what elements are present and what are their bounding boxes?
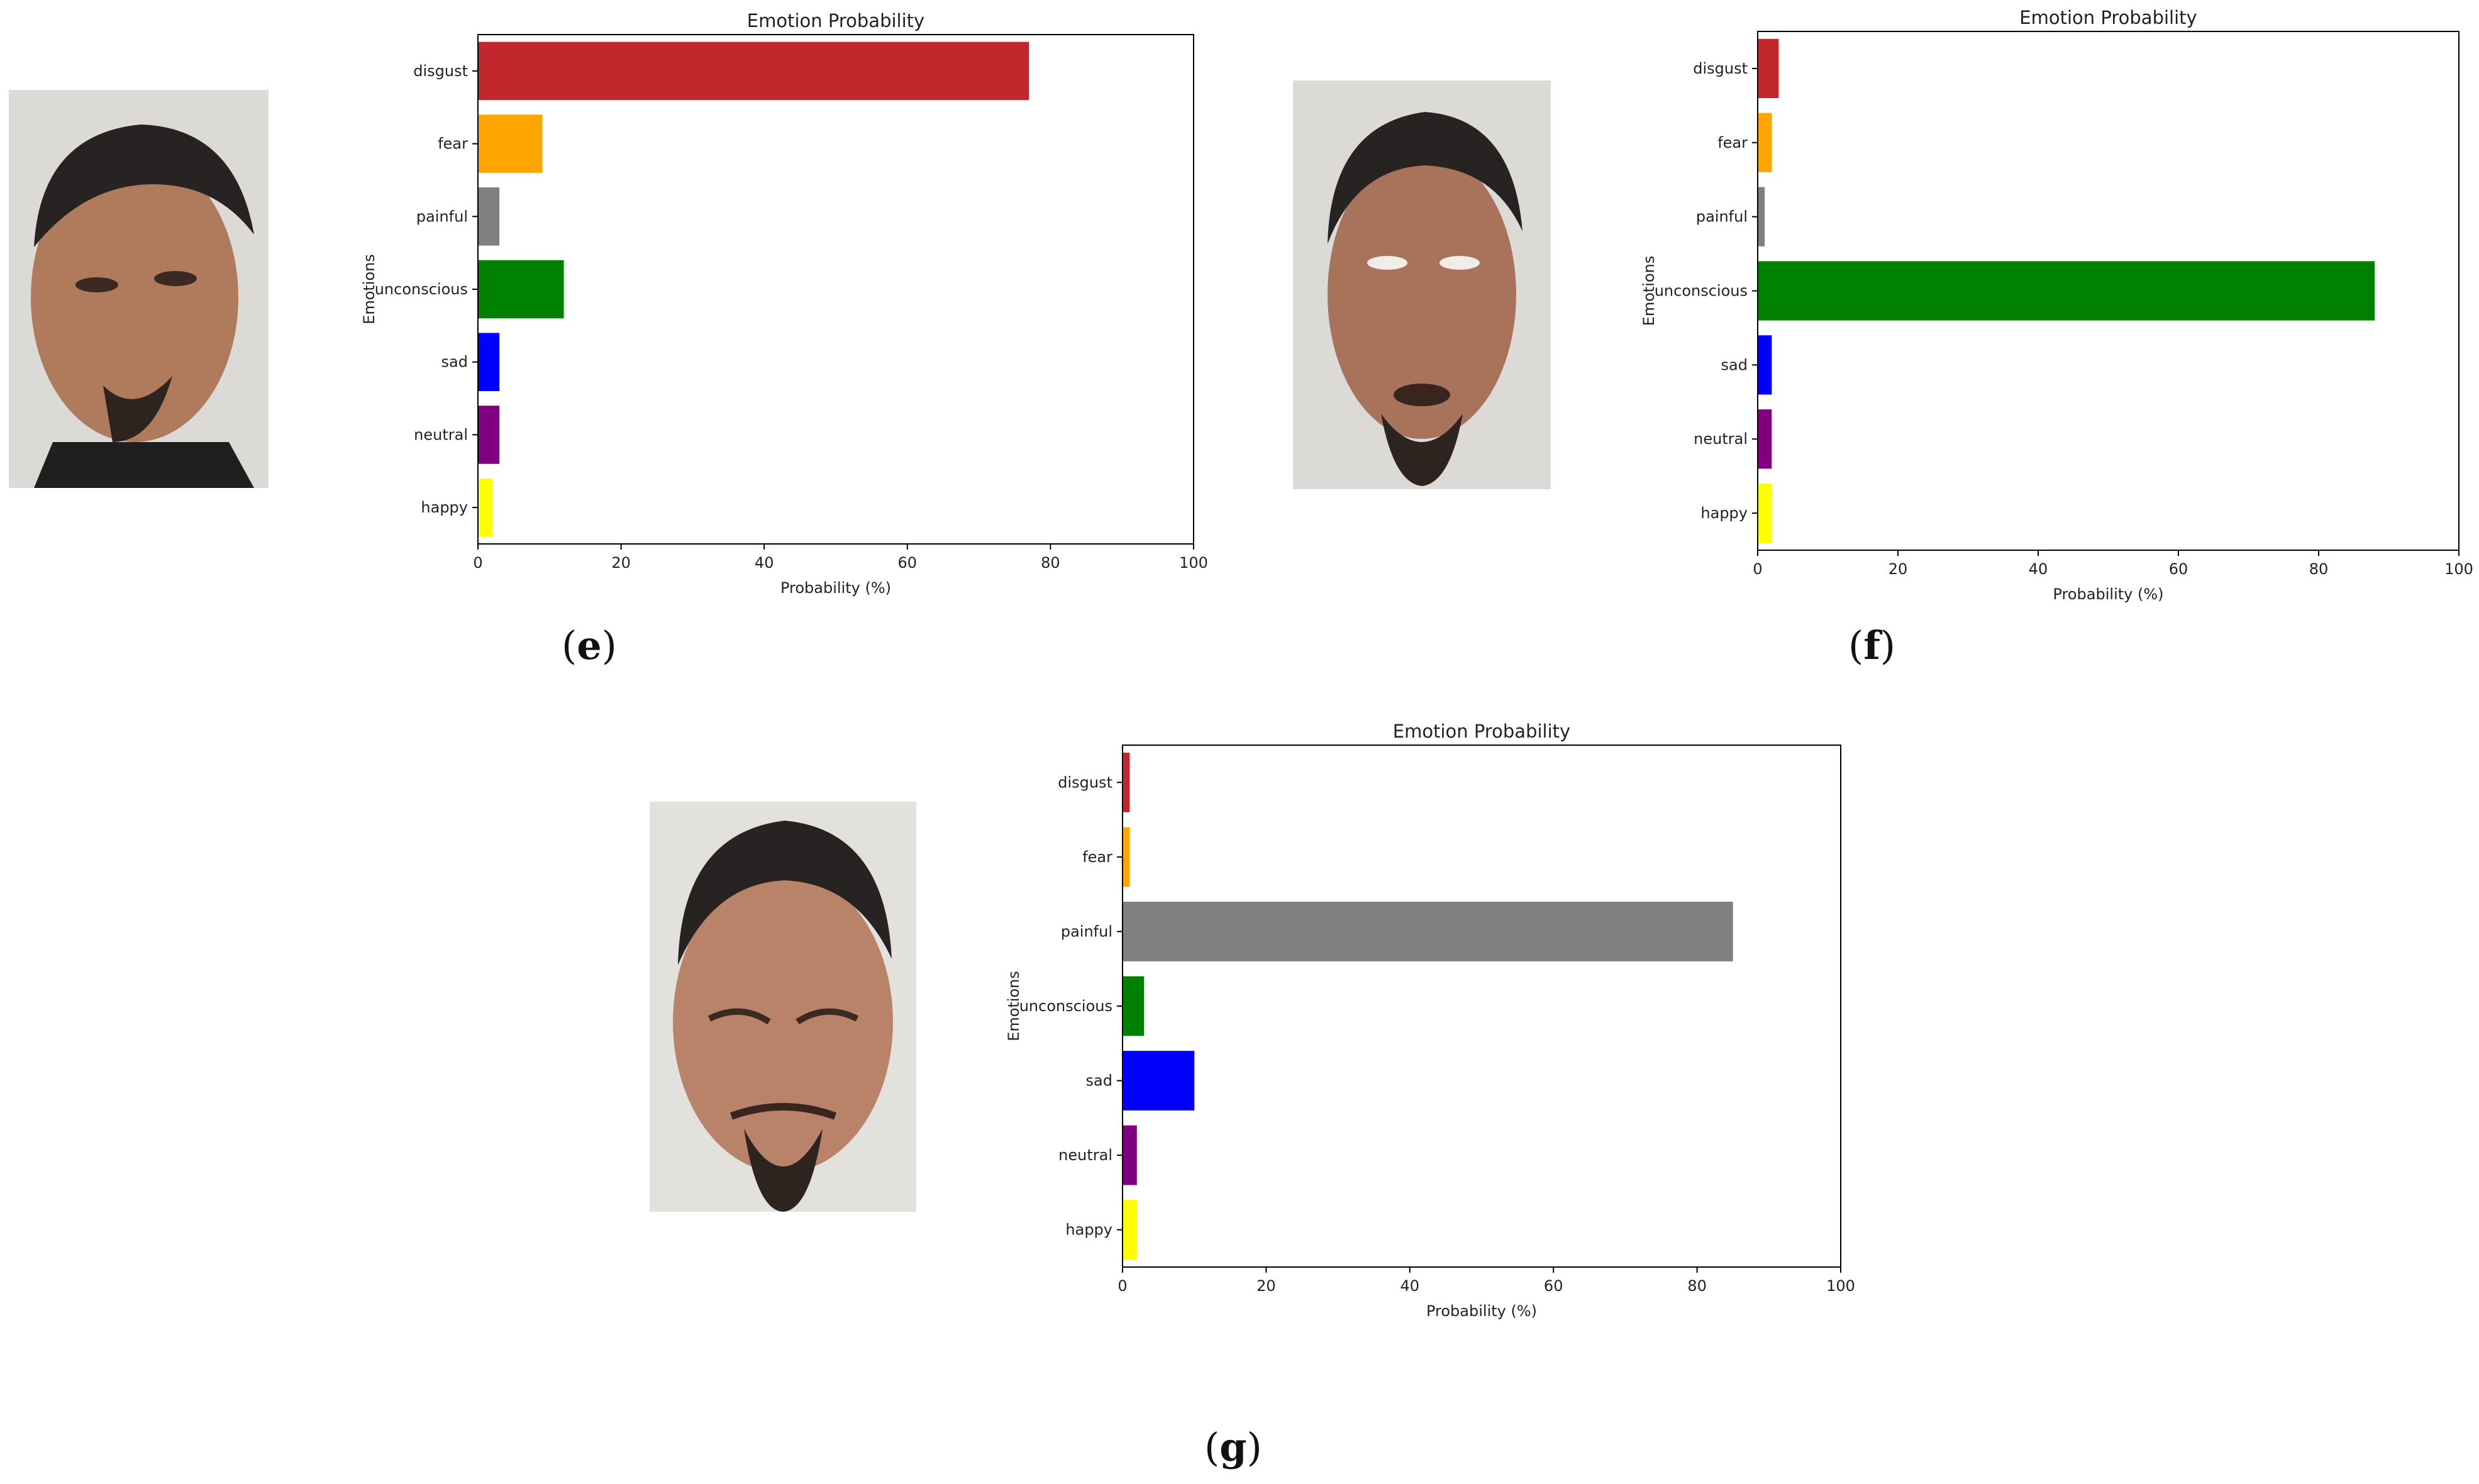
- bar-painful: [478, 187, 500, 246]
- y-tick-label-painful: painful: [1061, 922, 1112, 940]
- bar-happy: [1758, 483, 1772, 543]
- y-tick-label-fear: fear: [438, 135, 468, 153]
- bar-fear: [478, 114, 543, 173]
- x-tick-label: 20: [611, 554, 631, 572]
- x-tick-label: 80: [1687, 1277, 1707, 1295]
- bar-disgust: [1758, 38, 1779, 99]
- y-tick-label-painful: painful: [416, 208, 468, 225]
- plot-frame: [1757, 31, 2460, 551]
- bar-fear: [1758, 113, 1772, 172]
- y-tick-label-neutral: neutral: [1058, 1146, 1112, 1164]
- chart-svg: disgust fear painful unconscious sad neutral h…: [1640, 7, 2473, 603]
- y-tick-label-neutral: neutral: [1694, 430, 1748, 448]
- x-axis-label: Probability (%): [780, 579, 891, 597]
- x-tick-label: 60: [2169, 560, 2188, 578]
- bar-neutral: [1758, 409, 1772, 469]
- panel-label-f: (f): [1848, 623, 1896, 668]
- x-tick-label: 80: [1041, 554, 1060, 572]
- face-photo-eyes-rolled-up-icon: [1293, 80, 1551, 489]
- bar-painful: [1758, 187, 1765, 246]
- bar-happy: [1123, 1200, 1137, 1260]
- x-tick-label: 100: [2444, 560, 2473, 578]
- y-tick-label-disgust: disgust: [1058, 773, 1112, 791]
- y-tick-label-sad: sad: [1721, 356, 1748, 374]
- y-tick-label-neutral: neutral: [414, 426, 468, 443]
- x-axis-label: Probability (%): [1426, 1302, 1537, 1320]
- face-photo-f: [1293, 80, 1551, 489]
- x-tick-label: 100: [1826, 1277, 1855, 1295]
- x-tick-label: 0: [473, 554, 482, 572]
- bar-neutral: [1123, 1125, 1137, 1185]
- bar-unconscious: [1123, 976, 1145, 1036]
- y-tick-label-happy: happy: [421, 499, 468, 516]
- x-tick-label: 0: [1753, 560, 1762, 578]
- face-photo-g: [650, 802, 916, 1212]
- y-tick-label-fear: fear: [1717, 134, 1748, 152]
- chart-title: Emotion Probability: [1393, 721, 1570, 742]
- bar-happy: [478, 478, 492, 537]
- y-tick-label-unconscious: unconscious: [1655, 282, 1748, 300]
- y-axis-label: Emotions: [1005, 971, 1023, 1041]
- bar-unconscious: [1758, 261, 2375, 321]
- x-tick-label: 40: [755, 554, 774, 572]
- plot-frame: [1122, 745, 1841, 1268]
- y-tick-label-unconscious: unconscious: [1019, 997, 1112, 1015]
- bar-neutral: [478, 406, 500, 464]
- bar-sad: [478, 333, 500, 391]
- plot-frame: [477, 34, 1194, 545]
- face-photo-e: [9, 90, 269, 488]
- face-photo-disgust-icon: [9, 90, 269, 488]
- y-tick-label-happy: happy: [1065, 1221, 1112, 1239]
- x-tick-label: 60: [898, 554, 918, 572]
- chart-title: Emotion Probability: [2019, 7, 2197, 28]
- bar-painful: [1123, 902, 1733, 961]
- chart-svg: disgust fear painful unconscious sad neutral h…: [1005, 721, 1855, 1320]
- x-axis-label: Probability (%): [2053, 585, 2163, 603]
- chart-title: Emotion Probability: [747, 10, 924, 31]
- emotion-chart-f: disgust fear painful unconscious sad neutral h…: [1619, 3, 2479, 613]
- bar-fear: [1123, 827, 1130, 887]
- y-tick-label-sad: sad: [1086, 1072, 1112, 1090]
- y-tick-label-painful: painful: [1696, 208, 1748, 226]
- bar-sad: [1758, 335, 1772, 395]
- bar-disgust: [478, 42, 1029, 101]
- y-tick-label-fear: fear: [1082, 848, 1112, 866]
- x-tick-label: 60: [1544, 1277, 1563, 1295]
- chart-svg: disgust fear painful unconscious sad neutral h…: [360, 10, 1208, 597]
- x-tick-label: 20: [1256, 1277, 1276, 1295]
- y-tick-label-happy: happy: [1700, 504, 1748, 522]
- x-tick-label: 40: [2029, 560, 2048, 578]
- y-axis-label: Emotions: [1640, 256, 1658, 326]
- panel-label-e: (e): [562, 623, 617, 668]
- x-tick-label: 40: [1400, 1277, 1420, 1295]
- y-tick-label-disgust: disgust: [413, 62, 468, 80]
- y-tick-label-disgust: disgust: [1693, 60, 1748, 77]
- x-tick-label: 80: [2309, 560, 2329, 578]
- y-tick-label-sad: sad: [441, 353, 468, 371]
- y-tick-label-unconscious: unconscious: [375, 280, 468, 298]
- panel-label-g: (g): [1204, 1424, 1262, 1470]
- bar-unconscious: [478, 260, 564, 319]
- emotion-chart-e: disgust fear painful unconscious sad neutral h…: [340, 6, 1245, 616]
- emotion-chart-g: disgust fear painful unconscious sad neutral h…: [987, 721, 1893, 1336]
- x-tick-label: 100: [1179, 554, 1208, 572]
- x-tick-label: 20: [1888, 560, 1908, 578]
- face-photo-squinting-icon: [650, 802, 916, 1212]
- bar-sad: [1123, 1051, 1195, 1110]
- y-axis-label: Emotions: [360, 254, 378, 324]
- x-tick-label: 0: [1117, 1277, 1127, 1295]
- bar-disgust: [1123, 752, 1130, 812]
